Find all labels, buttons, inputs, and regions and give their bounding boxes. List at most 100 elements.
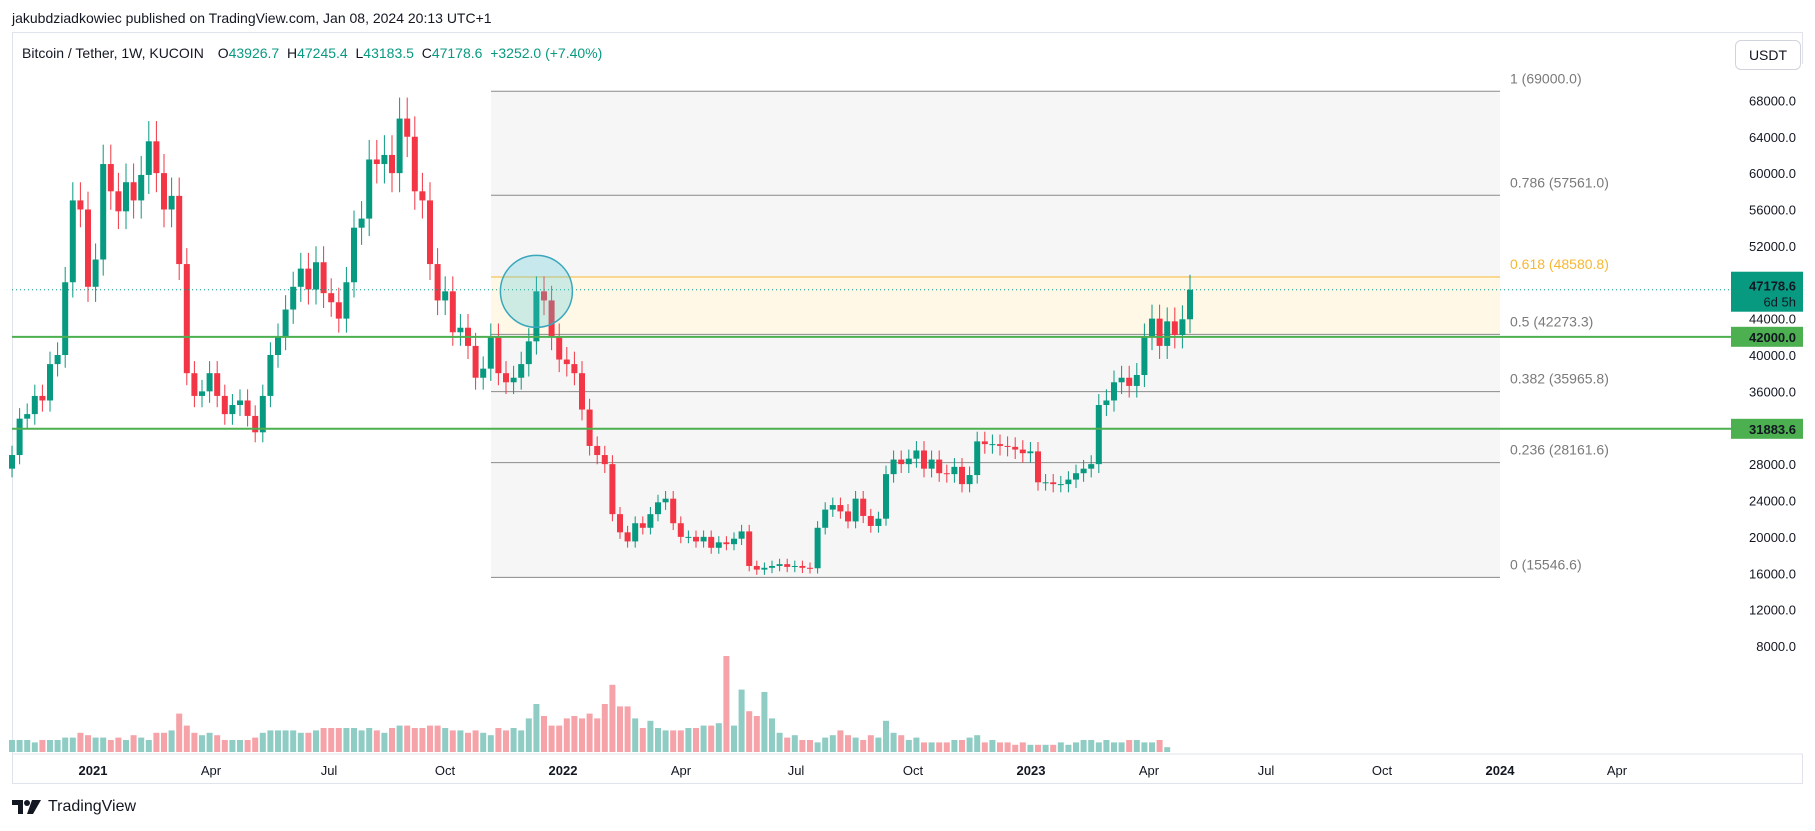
volume-bar: [373, 730, 380, 752]
volume-bar: [594, 718, 601, 752]
candle-body: [1141, 336, 1148, 376]
support-price-label: 42000.0: [1749, 330, 1796, 345]
volume-bar: [465, 732, 471, 752]
candle-body: [31, 395, 38, 415]
candle-body: [396, 118, 403, 174]
candle-body: [183, 264, 190, 374]
candle-body: [579, 373, 585, 410]
candle-body: [297, 268, 304, 287]
volume-bar: [936, 742, 943, 752]
volume-bar: [647, 720, 654, 752]
volume-bar: [769, 718, 775, 752]
candle-body: [609, 464, 616, 515]
candle-body: [723, 542, 730, 545]
candle-body: [54, 355, 61, 365]
candle-body: [77, 200, 84, 210]
volume-bar: [655, 728, 661, 752]
candle-body: [647, 514, 654, 528]
candle-body: [449, 291, 456, 333]
volume-bar: [16, 740, 23, 752]
candle-body: [252, 415, 259, 433]
candle-body: [107, 164, 114, 192]
volume-bar: [989, 740, 996, 752]
volume-bar: [822, 737, 829, 752]
volume-bar: [624, 706, 631, 752]
candle-body: [776, 564, 783, 566]
candle-body: [1088, 464, 1095, 469]
volume-bar: [510, 728, 517, 752]
candle-body: [966, 475, 973, 485]
volume-bar: [883, 720, 889, 752]
volume-bar: [1012, 744, 1019, 752]
volume-bar: [898, 735, 905, 752]
volume-bar: [586, 713, 593, 752]
fib-level-label: 0 (15546.6): [1510, 556, 1582, 572]
volume-bar: [875, 737, 882, 752]
candle-body: [389, 154, 395, 174]
volume-bar: [335, 728, 342, 752]
candle-body: [305, 268, 312, 290]
price-tick-label: 12000.0: [1749, 603, 1796, 618]
volume-bar: [1027, 744, 1034, 752]
volume-bar: [928, 742, 935, 752]
candle-body: [1027, 451, 1034, 454]
candle-body: [898, 459, 905, 465]
price-tick-label: 60000.0: [1749, 166, 1796, 181]
volume-bar: [807, 740, 813, 752]
volume-bar: [693, 728, 699, 752]
candle-body: [867, 515, 874, 526]
volume-bar: [39, 740, 46, 752]
volume-bar: [267, 730, 274, 752]
candle-body: [366, 159, 373, 219]
candle-body: [822, 509, 829, 528]
time-tick-label: Oct: [1372, 763, 1393, 778]
volume-bar: [1118, 742, 1125, 752]
volume-bar: [579, 718, 585, 752]
volume-bar: [731, 725, 737, 752]
candle-body: [1164, 321, 1171, 346]
candle-body: [358, 218, 365, 228]
volume-bar: [609, 684, 616, 752]
candle-body: [875, 518, 882, 526]
candle-body: [282, 309, 289, 337]
time-tick-label: 2022: [549, 763, 578, 778]
volume-bar: [343, 728, 350, 752]
bar-countdown-label: 6d 5h: [1763, 295, 1796, 310]
brand[interactable]: TradingView: [12, 798, 136, 816]
candle-body: [1126, 377, 1133, 386]
volume-bar: [966, 737, 973, 752]
volume-bar: [115, 737, 122, 752]
candle-body: [852, 498, 859, 522]
candle-body: [373, 159, 380, 165]
volume-bar: [221, 740, 228, 752]
candle-body: [1080, 468, 1087, 474]
volume-bar: [845, 735, 851, 752]
fib-level-label: 0.786 (57561.0): [1510, 174, 1609, 190]
candle-body: [419, 191, 426, 201]
candle-body: [563, 359, 570, 365]
candle-body: [784, 564, 791, 567]
candle-body: [936, 459, 943, 474]
tradingview-logo-icon: [12, 800, 41, 814]
candle-body: [670, 498, 677, 524]
open-label: O: [217, 45, 229, 61]
volume-bar: [700, 725, 707, 752]
currency-button[interactable]: USDT: [1735, 40, 1801, 70]
volume-bar: [974, 735, 981, 752]
price-tick-label: 68000.0: [1749, 93, 1796, 108]
candle-body: [708, 536, 715, 548]
candle-body: [662, 498, 669, 503]
volume-bar: [396, 725, 403, 752]
volume-bar: [617, 706, 623, 752]
volume-bar: [92, 737, 99, 752]
candle-body: [525, 341, 532, 365]
candle-body: [533, 291, 540, 342]
volume-bar: [632, 718, 639, 752]
volume-bar: [366, 728, 373, 752]
fib-zone: [491, 334, 1500, 392]
volume-bar: [85, 735, 91, 752]
candle-body: [1171, 321, 1178, 335]
candle-body: [617, 514, 623, 533]
volume-bar: [1133, 740, 1140, 752]
